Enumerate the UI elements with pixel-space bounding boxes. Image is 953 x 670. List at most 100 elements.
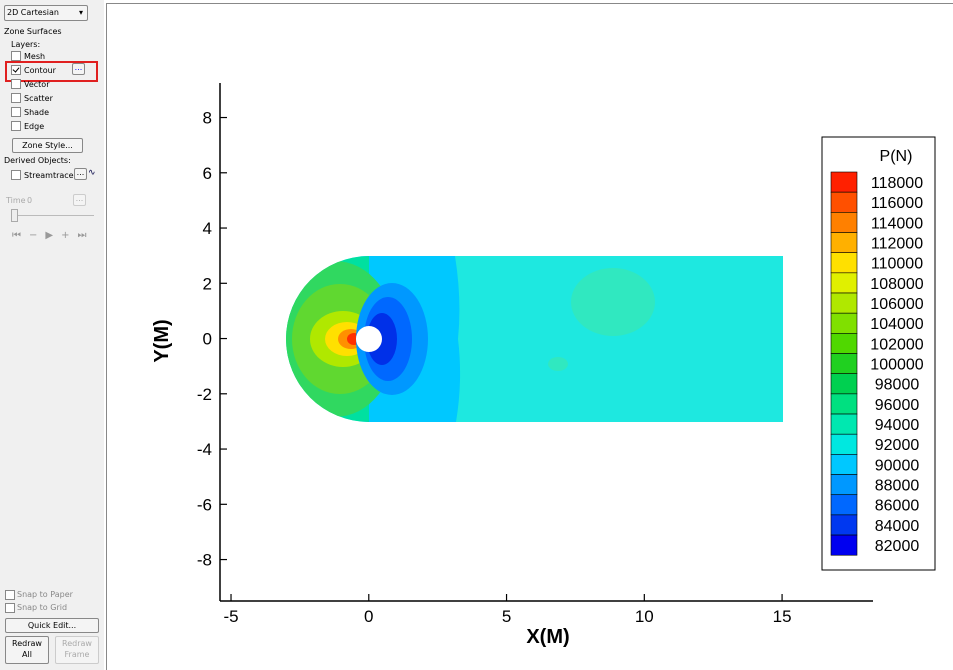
checkbox[interactable] (11, 107, 21, 117)
legend-swatch (830, 514, 858, 536)
legend-swatch (830, 333, 858, 354)
legend-label: 88000 (875, 478, 920, 495)
legend-swatch (830, 433, 858, 455)
zone-style-button[interactable]: Zone Style... (12, 138, 83, 153)
sidebar: 2D Cartesian ▾ Zone Surfaces Layers: ... … (0, 0, 104, 670)
legend-label: 110000 (871, 256, 923, 273)
time-label: Time (6, 196, 26, 205)
x-tick-label: 0 (364, 607, 373, 626)
y-tick-label: -6 (197, 495, 212, 514)
checkbox-label: Scatter (24, 94, 53, 103)
y-tick-label: -2 (197, 385, 212, 404)
legend-label: 106000 (870, 296, 923, 313)
dropdown-arrow: ▾ (78, 8, 83, 17)
legend-label: 82000 (875, 538, 920, 555)
legend-label: 114000 (871, 215, 923, 232)
legend-swatch (830, 212, 858, 233)
checkbox-label: Mesh (24, 52, 46, 61)
checkbox-label: Snap to Grid (17, 603, 68, 612)
x-axis-label: X(M) (526, 626, 569, 648)
legend-swatch (830, 232, 858, 253)
streamtrace-icon: ∿ (88, 168, 96, 178)
checkbox-label: Contour (24, 66, 56, 75)
checkbox[interactable] (11, 51, 21, 61)
cylinder (356, 326, 382, 352)
legend-swatch (830, 494, 858, 516)
legend-swatch (830, 373, 858, 395)
y-axis-label: Y(M) (151, 319, 173, 362)
x-tick-label: -5 (223, 607, 238, 626)
time-slider[interactable] (12, 215, 94, 216)
y-tick-label: -8 (197, 551, 212, 570)
y-tick-label: -4 (197, 440, 212, 459)
legend-label: 104000 (870, 316, 923, 333)
checkbox[interactable] (11, 170, 21, 180)
legend-label: 100000 (870, 357, 923, 374)
time-value: 0 (27, 196, 33, 205)
playback-controls[interactable]: ⏮−▶+⏭ (12, 230, 95, 241)
legend-swatch (830, 292, 858, 314)
contour-field (286, 256, 783, 422)
section-label: Derived Objects: (4, 156, 71, 165)
contour-band (571, 268, 655, 336)
highlight-box (5, 61, 98, 82)
legend-label: 112000 (871, 236, 923, 253)
section-label: Layers: (11, 40, 41, 49)
legend-label: 108000 (870, 276, 923, 293)
checkbox[interactable] (5, 603, 15, 613)
checkbox[interactable] (11, 93, 21, 103)
checkbox-label: Shade (24, 108, 50, 117)
legend-label: 118000 (871, 175, 923, 192)
dropdown-text: 2D Cartesian (7, 8, 59, 17)
section-label: Zone Surfaces (4, 27, 62, 36)
legend-swatch (830, 454, 858, 475)
legend-label: 94000 (875, 417, 920, 434)
y-tick-label: 4 (203, 219, 212, 238)
checkbox-label: Edge (24, 122, 45, 131)
y-tick-label: 2 (203, 274, 212, 293)
x-tick-label: 15 (773, 607, 792, 626)
y-tick-label: 6 (203, 164, 212, 183)
legend-swatch (830, 171, 858, 193)
legend-swatch (830, 393, 858, 415)
x-tick-label: 10 (635, 607, 654, 626)
checkbox[interactable] (5, 590, 15, 600)
checkbox-label: Vector (24, 80, 50, 89)
checkbox[interactable] (11, 121, 21, 131)
legend-label: 96000 (875, 397, 920, 414)
legend-label: 86000 (875, 498, 920, 515)
redraw-all-button[interactable]: Redraw All (5, 636, 49, 664)
legend-swatch (830, 272, 858, 294)
legend-title: P(N) (880, 148, 913, 165)
time-options-button[interactable]: ... (73, 194, 86, 206)
checkbox-label: Streamtraces (24, 171, 78, 180)
legend-swatch (830, 252, 858, 274)
legend-label: 84000 (875, 518, 920, 535)
legend-swatch (830, 312, 858, 334)
legend-label: 102000 (870, 336, 923, 353)
checkbox[interactable] (11, 65, 21, 75)
legend-swatch (830, 413, 858, 435)
legend-swatch (830, 353, 858, 374)
y-tick-label: 8 (203, 109, 212, 128)
checkbox[interactable] (11, 79, 21, 89)
frame-mode-dropdown[interactable]: 2D Cartesian ▾ (4, 5, 88, 21)
legend-label: 98000 (875, 377, 920, 394)
y-tick-label: 0 (203, 330, 212, 349)
x-tick-label: 5 (502, 607, 511, 626)
contour-band (548, 357, 568, 371)
redraw-frame-button[interactable]: Redraw Frame (55, 636, 99, 664)
legend-label: 116000 (871, 195, 923, 212)
checkbox-label: Snap to Paper (17, 590, 73, 599)
legend-label: 92000 (875, 437, 920, 454)
legend-label: 90000 (875, 457, 920, 474)
legend-swatch (830, 474, 858, 496)
contour-options-button[interactable]: ... (72, 63, 85, 75)
streamtraces-options-button[interactable]: ... (74, 168, 87, 180)
legend-swatch (830, 191, 858, 213)
legend-swatch (830, 534, 858, 556)
quick-edit-button[interactable]: Quick Edit... (5, 618, 99, 633)
slider-thumb[interactable] (11, 209, 18, 222)
